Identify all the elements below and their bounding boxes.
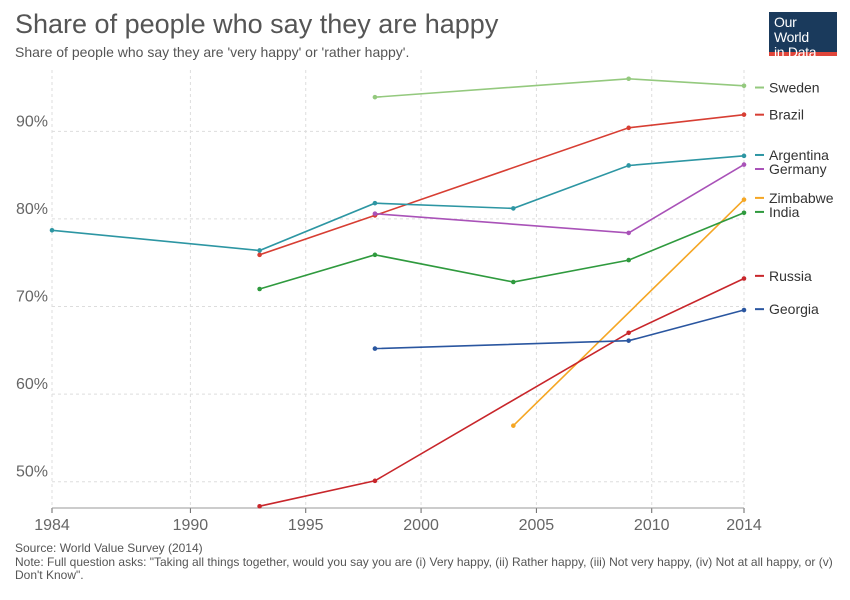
legend-label-sweden[interactable]: Sweden bbox=[769, 80, 820, 96]
data-point-georgia[interactable] bbox=[372, 346, 378, 351]
data-point-argentina[interactable] bbox=[741, 153, 747, 159]
data-point-brazil[interactable] bbox=[741, 112, 747, 117]
data-point-argentina[interactable] bbox=[257, 248, 262, 253]
data-point-india[interactable] bbox=[626, 257, 631, 263]
data-point-argentina[interactable] bbox=[511, 206, 516, 211]
series-line-argentina[interactable] bbox=[51, 155, 745, 252]
x-tick-label: 2014 bbox=[726, 517, 762, 534]
x-tick-label: 1984 bbox=[34, 517, 70, 534]
data-point-sweden[interactable] bbox=[626, 76, 631, 82]
data-point-germany[interactable] bbox=[626, 230, 631, 236]
x-tick-label: 2010 bbox=[634, 517, 670, 534]
y-tick-label: 80% bbox=[16, 201, 48, 218]
x-tick-label: 1995 bbox=[288, 517, 324, 534]
data-point-russia[interactable] bbox=[741, 276, 747, 281]
series-line-zimbabwe[interactable] bbox=[512, 199, 745, 427]
y-tick-label: 90% bbox=[16, 113, 48, 130]
owid-logo[interactable]: Our World in Data bbox=[769, 12, 837, 60]
legend-label-india[interactable]: India bbox=[769, 204, 800, 220]
y-tick-label: 50% bbox=[16, 464, 48, 481]
data-point-sweden[interactable] bbox=[741, 83, 747, 89]
data-point-russia[interactable] bbox=[372, 478, 378, 484]
series-line-germany[interactable] bbox=[374, 163, 745, 234]
data-point-argentina[interactable] bbox=[49, 228, 55, 233]
question-note: Note: Full question asks: "Taking all th… bbox=[15, 554, 833, 582]
data-point-argentina[interactable] bbox=[372, 200, 378, 206]
axis-ticks: 50% 60% 70% 80% 90% 1984 1990 1995 2000 2005 2010 2… bbox=[16, 113, 762, 534]
legend-label-zimbabwe[interactable]: Zimbabwe bbox=[769, 190, 834, 206]
footer: Source: World Value Survey (2014) Note: … bbox=[15, 541, 835, 583]
data-point-georgia[interactable] bbox=[626, 338, 631, 343]
line-chart: 50% 60% 70% 80% 90% 1984 1990 1995 2000 2005 2010 2… bbox=[16, 70, 834, 534]
source-note: Source: World Value Survey (2014) bbox=[15, 541, 203, 555]
y-tick-label: 60% bbox=[16, 376, 48, 393]
data-point-sweden[interactable] bbox=[372, 94, 378, 100]
x-tick-label: 2000 bbox=[403, 517, 439, 534]
data-point-germany[interactable] bbox=[741, 162, 747, 167]
data-point-brazil[interactable] bbox=[626, 125, 631, 131]
chart-title: Share of people who say they are happy bbox=[15, 9, 499, 39]
series-lines bbox=[49, 76, 747, 509]
data-point-brazil[interactable] bbox=[257, 252, 262, 258]
legend-label-brazil[interactable]: Brazil bbox=[769, 107, 804, 123]
legend-label-russia[interactable]: Russia bbox=[769, 268, 812, 284]
legend-label-georgia[interactable]: Georgia bbox=[769, 301, 819, 317]
data-point-russia[interactable] bbox=[257, 503, 262, 509]
gridlines bbox=[51, 70, 745, 508]
series-line-brazil[interactable] bbox=[259, 113, 745, 256]
logo-line-1: Our World bbox=[774, 14, 809, 45]
series-line-india[interactable] bbox=[259, 212, 745, 290]
data-point-india[interactable] bbox=[372, 252, 378, 258]
data-point-zimbabwe[interactable] bbox=[741, 197, 747, 202]
logo-line-2: in Data bbox=[774, 44, 817, 60]
legend-label-argentina[interactable]: Argentina bbox=[769, 147, 829, 163]
data-point-india[interactable] bbox=[511, 279, 516, 285]
series-line-sweden[interactable] bbox=[374, 77, 745, 98]
y-tick-label: 70% bbox=[16, 289, 48, 306]
legend-label-germany[interactable]: Germany bbox=[769, 161, 827, 177]
data-point-germany[interactable] bbox=[372, 211, 378, 216]
chart-subtitle: Share of people who say they are 'very h… bbox=[15, 44, 410, 60]
series-line-russia[interactable] bbox=[259, 277, 745, 507]
data-point-zimbabwe[interactable] bbox=[511, 423, 516, 428]
data-point-georgia[interactable] bbox=[741, 307, 747, 313]
data-point-russia[interactable] bbox=[626, 330, 631, 336]
x-tick-label: 2005 bbox=[519, 517, 555, 534]
data-point-india[interactable] bbox=[741, 210, 747, 216]
data-point-argentina[interactable] bbox=[626, 163, 631, 168]
x-tick-label: 1990 bbox=[173, 517, 209, 534]
data-point-india[interactable] bbox=[257, 286, 262, 292]
series-line-georgia[interactable] bbox=[374, 309, 745, 350]
